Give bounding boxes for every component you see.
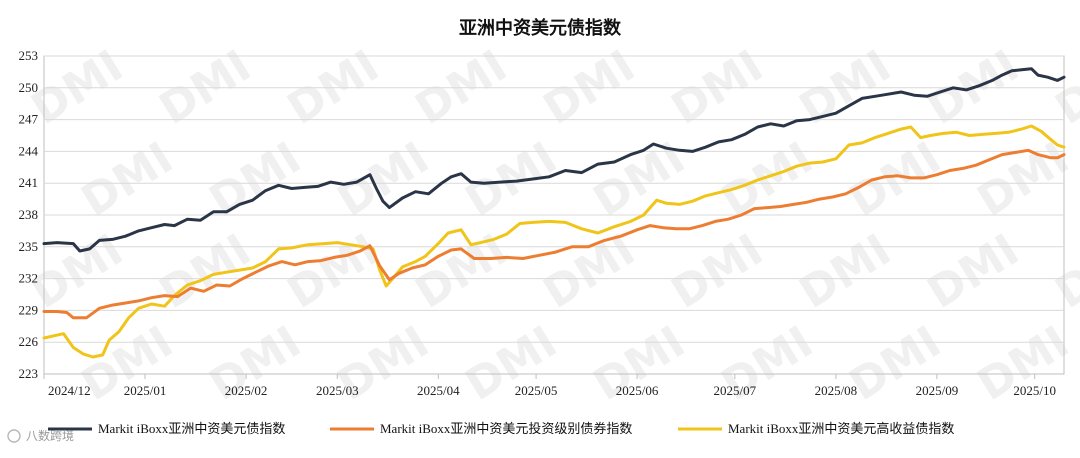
y-tick-label: 223 — [19, 366, 39, 381]
y-tick-label: 253 — [19, 48, 39, 63]
y-tick-label: 241 — [19, 175, 39, 190]
x-tick-label: 2025/08 — [815, 383, 858, 398]
grid-lines — [44, 55, 1064, 375]
x-tick-label: 2024/12 — [48, 383, 91, 398]
y-tick-label: 244 — [19, 143, 39, 158]
chart-title: 亚洲中资美元债指数 — [459, 17, 622, 39]
x-tick-label: 2025/06 — [616, 383, 659, 398]
y-tick-label: 235 — [19, 239, 39, 254]
x-tick-label: 2025/10 — [1013, 383, 1056, 398]
y-tick-label: 247 — [19, 112, 39, 127]
legend-label-2: Markit iBoxx亚洲中资美元投资级别债券指数 — [380, 421, 632, 436]
legend-label-3: Markit iBoxx亚洲中资美元高收益债指数 — [728, 421, 954, 436]
source-mark-text: 八数跨境 — [26, 428, 74, 443]
series-line-3 — [42, 124, 1066, 359]
source-logo-icon — [7, 429, 21, 443]
y-tick-label: 238 — [19, 207, 39, 222]
legend-label-1: Markit iBoxx亚洲中资美元债指数 — [98, 421, 285, 436]
x-tick-label: 2025/02 — [225, 383, 268, 398]
x-tick-label: 2025/04 — [417, 383, 460, 398]
y-tick-label: 229 — [19, 302, 39, 317]
x-tick-label: 2025/01 — [124, 383, 167, 398]
series-line-1 — [42, 67, 1066, 253]
x-tick-label: 2025/03 — [316, 383, 359, 398]
legend: Markit iBoxx亚洲中资美元债指数 Markit iBoxx亚洲中资美元投… — [48, 421, 954, 436]
y-axis-ticks: 223 226 229 232 235 238 241 244 247 250 253 — [19, 48, 39, 381]
source-mark: 八数跨境 — [7, 428, 74, 443]
y-tick-label: 226 — [19, 334, 39, 349]
y-tick-label: 250 — [19, 80, 39, 95]
series-line-2 — [42, 148, 1066, 320]
x-tick-label: 2025/05 — [515, 383, 558, 398]
series-layer — [42, 67, 1066, 359]
x-axis-ticks: 2024/12 2025/01 2025/02 2025/03 2025/04 2025/… — [43, 374, 1056, 398]
y-tick-label: 232 — [19, 271, 39, 286]
x-tick-label: 2025/07 — [714, 383, 757, 398]
x-tick-label: 2025/09 — [916, 383, 959, 398]
